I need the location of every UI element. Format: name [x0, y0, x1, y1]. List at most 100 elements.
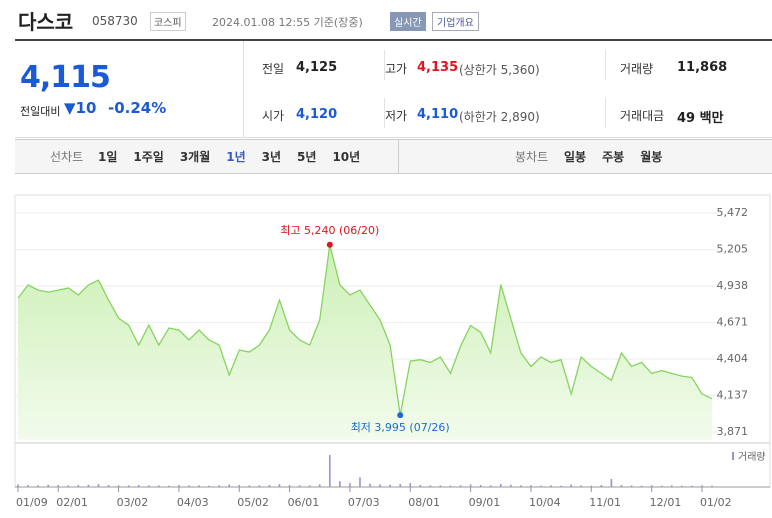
tab-divider [398, 140, 399, 173]
volume-bar [268, 485, 271, 487]
volume-bar [47, 484, 49, 487]
volume-bar [127, 485, 130, 487]
volume-legend-mark [732, 452, 734, 460]
volume-bar [469, 484, 472, 487]
volume-bar [620, 485, 623, 487]
volume-bar [580, 485, 583, 487]
volume-bar [439, 485, 442, 487]
change-pct: -0.24% [108, 99, 167, 117]
timestamp: 2024.01.08 12:55 기준(장중) [212, 16, 363, 29]
tab[interactable]: 3년 [261, 150, 282, 164]
tab[interactable]: 1일 [98, 150, 118, 164]
volume-bar [560, 485, 562, 487]
tab[interactable]: 일봉 [564, 150, 587, 164]
volume-bar [409, 483, 412, 487]
price: 4,115 [20, 60, 111, 95]
volume-bar [701, 485, 703, 487]
quote-sub: (하한가 2,890) [459, 110, 540, 124]
tab[interactable]: 1년 [226, 150, 246, 164]
volume-bar [550, 485, 552, 487]
volume-bar [670, 485, 673, 487]
volume-bar [308, 485, 311, 487]
volume-bar [168, 485, 170, 487]
volume-bar [147, 485, 150, 487]
quote-value: 4,120 [296, 107, 338, 122]
volume-bar [630, 485, 633, 487]
change-value: 10 [75, 99, 97, 117]
x-tick-label: 04/03 [177, 496, 209, 509]
quote-label: 거래대금 [620, 109, 665, 123]
x-tick-label: 01/02 [700, 496, 732, 509]
volume-bar [449, 485, 452, 487]
quote-value: 4,135 [417, 60, 459, 75]
quote-sub: (상한가 5,360) [459, 63, 540, 77]
x-tick-label: 05/02 [237, 496, 269, 509]
volume-bar [339, 481, 341, 487]
volume-bar [510, 484, 512, 487]
separator [384, 50, 385, 80]
quote-label: 저가 [385, 109, 408, 123]
x-tick-label: 03/02 [117, 496, 149, 509]
x-tick-label: 11/01 [589, 496, 621, 509]
tab[interactable]: 월봉 [640, 150, 663, 164]
x-tick-label: 09/01 [469, 496, 501, 509]
volume-bar [248, 485, 251, 487]
annotation: 최고 5,240 (06/20) [280, 224, 379, 237]
volume-bar [218, 485, 220, 487]
quote-rule [243, 137, 772, 138]
separator [605, 50, 606, 80]
volume-bar [328, 455, 331, 487]
tab[interactable]: 10년 [332, 150, 361, 164]
volume-bar [228, 484, 231, 487]
change: ▼10 [64, 99, 97, 117]
volume-bar [600, 485, 603, 487]
volume-bar [107, 485, 110, 487]
volume-bar [258, 485, 261, 487]
extreme-point [326, 241, 333, 248]
stock-code: 058730 [92, 14, 138, 28]
area [18, 244, 712, 440]
tab[interactable]: 1주일 [133, 150, 164, 164]
volume-bar [711, 485, 713, 487]
quote-value: 4,125 [296, 60, 338, 75]
volume-bar [318, 484, 321, 487]
extreme-point [397, 412, 404, 419]
volume-bar [137, 485, 140, 487]
volume-bar [87, 484, 90, 487]
tab[interactable]: 주봉 [602, 150, 625, 164]
realtime-button[interactable]: 실시간 [390, 12, 426, 31]
volume-bar [298, 485, 301, 487]
volume-bar [369, 483, 371, 487]
price-box [15, 41, 244, 138]
volume-bar [117, 485, 120, 487]
volume-bar [158, 485, 160, 487]
volume-bar [188, 485, 190, 487]
x-tick-label: 08/01 [408, 496, 440, 509]
volume-bar [499, 484, 502, 487]
line [17, 244, 713, 416]
quote-label: 전일 [262, 62, 285, 76]
quote-label: 시가 [262, 109, 285, 123]
volume-legend: 거래량 [738, 451, 766, 463]
header-rule [15, 39, 772, 41]
overview-button[interactable]: 기업개요 [432, 12, 479, 31]
volume-bar [520, 485, 522, 487]
volume-bar [198, 485, 200, 487]
volume-bar [67, 485, 70, 487]
y-tick-label: 5,472 [717, 206, 749, 219]
separator [384, 98, 385, 128]
volume-bar [610, 479, 613, 487]
x-tick-label: 01/09 [16, 496, 48, 509]
tab[interactable]: 3개월 [179, 150, 211, 164]
x-tick-label: 07/03 [348, 496, 380, 509]
volume-bar [379, 484, 381, 487]
change-label: 전일대비 [20, 105, 61, 118]
quote-label: 거래량 [620, 62, 654, 76]
x-tick-label: 02/01 [56, 496, 88, 509]
volume-bar [208, 485, 210, 487]
volume-bar [77, 485, 80, 487]
volume-bar [27, 485, 29, 487]
volume-bar [17, 484, 19, 487]
tab[interactable]: 5년 [297, 150, 317, 164]
